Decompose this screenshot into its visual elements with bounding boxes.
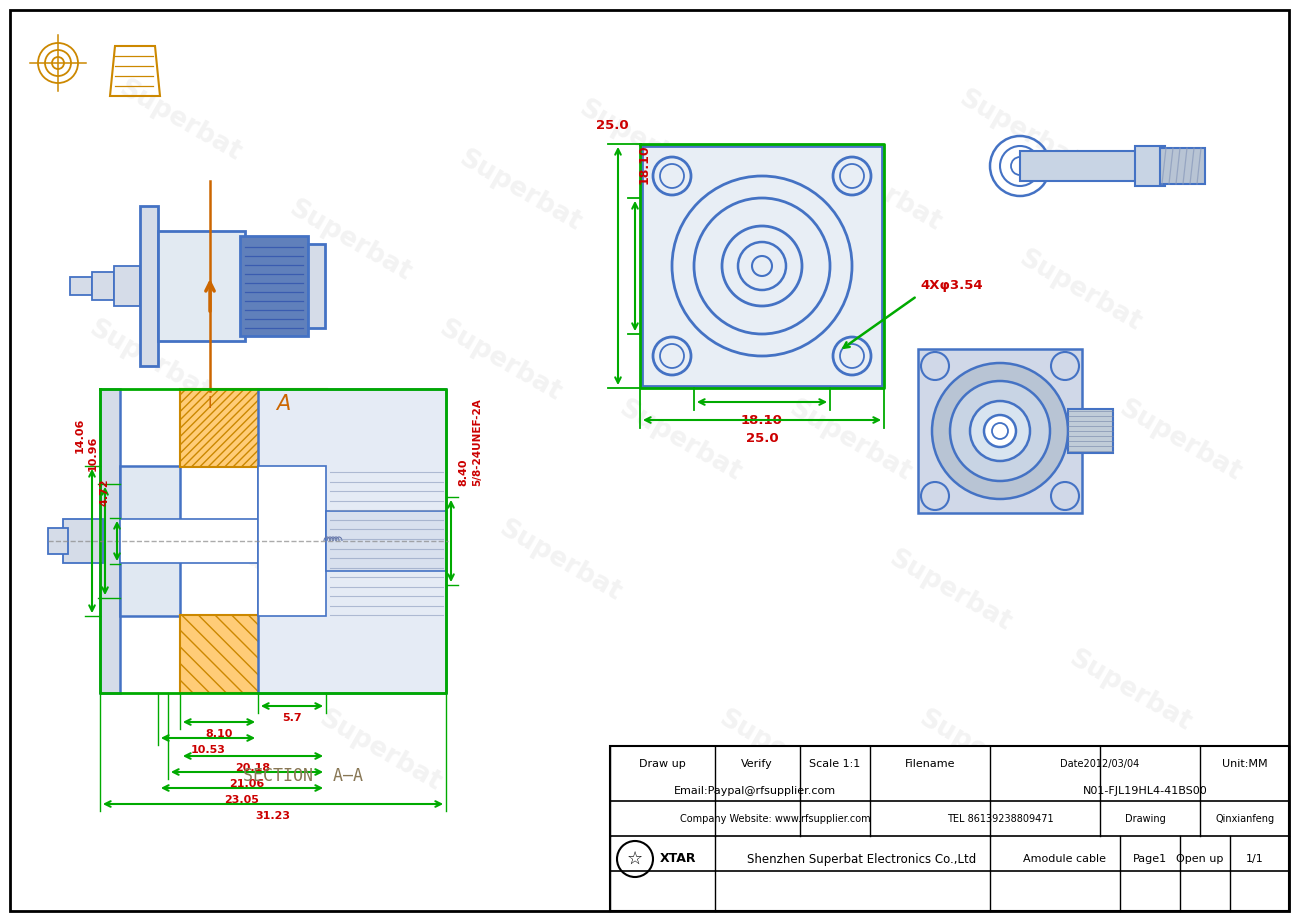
Text: 10.53: 10.53 — [191, 745, 226, 755]
Bar — [140, 206, 158, 366]
Text: 1/1: 1/1 — [1246, 854, 1264, 864]
Bar — [120, 466, 181, 616]
Circle shape — [985, 415, 1016, 447]
Text: Qinxianfeng: Qinxianfeng — [1216, 814, 1274, 824]
Bar — [158, 231, 246, 341]
Text: Superbat: Superbat — [955, 86, 1086, 177]
Text: 25.0: 25.0 — [746, 432, 778, 445]
Text: Company Website: www.rfsupplier.com: Company Website: www.rfsupplier.com — [679, 814, 870, 824]
Text: 18.10: 18.10 — [740, 414, 783, 427]
Text: A: A — [275, 394, 290, 414]
Bar — [1068, 409, 1113, 453]
Text: Superbat: Superbat — [714, 705, 846, 797]
Text: 10.96: 10.96 — [88, 436, 97, 471]
Circle shape — [970, 401, 1030, 461]
Bar — [1135, 146, 1165, 186]
Bar — [100, 389, 120, 693]
Text: Superbat: Superbat — [494, 516, 626, 606]
Text: SECTION  A–A: SECTION A–A — [243, 767, 362, 785]
Text: Shenzhen Superbat Electronics Co.,Ltd: Shenzhen Superbat Electronics Co.,Ltd — [747, 853, 977, 866]
Bar — [240, 236, 308, 336]
Text: Scale 1:1: Scale 1:1 — [809, 759, 861, 769]
Circle shape — [931, 363, 1068, 499]
Text: Filename: Filename — [904, 759, 955, 769]
Text: Open up: Open up — [1177, 854, 1224, 864]
Bar — [642, 146, 882, 386]
Bar — [48, 528, 68, 554]
Text: ☆: ☆ — [627, 850, 643, 868]
Text: Superbat: Superbat — [1115, 395, 1246, 486]
Text: 5.7: 5.7 — [282, 713, 301, 723]
Text: TEL 86139238809471: TEL 86139238809471 — [947, 814, 1053, 824]
Text: XTAR: XTAR — [660, 853, 696, 866]
Text: Superbat: Superbat — [455, 146, 586, 237]
Bar — [62, 519, 103, 563]
Bar — [92, 272, 114, 300]
Bar — [308, 244, 325, 328]
Text: Unit:MM: Unit:MM — [1222, 759, 1268, 769]
Text: Superbat: Superbat — [655, 226, 786, 317]
Bar — [326, 511, 446, 571]
Text: 18.10: 18.10 — [638, 145, 651, 184]
Text: Superbat: Superbat — [225, 535, 356, 626]
Circle shape — [950, 381, 1050, 481]
Text: Superbat: Superbat — [914, 705, 1046, 797]
Text: 4.72: 4.72 — [100, 478, 110, 506]
Text: Superbat: Superbat — [84, 316, 216, 406]
Bar — [918, 349, 1082, 513]
Text: Superbat: Superbat — [284, 195, 416, 286]
Text: Amodule cable: Amodule cable — [1024, 854, 1107, 864]
Text: Email:Paypal@rfsupplier.com: Email:Paypal@rfsupplier.com — [674, 786, 837, 796]
Bar — [70, 277, 92, 295]
Text: Superbat: Superbat — [885, 545, 1016, 636]
Bar — [259, 466, 326, 616]
Text: Superbat: Superbat — [785, 395, 916, 486]
Text: Draw up: Draw up — [639, 759, 686, 769]
Text: Superbat: Superbat — [114, 76, 246, 167]
Bar — [1160, 148, 1205, 184]
Bar — [1020, 151, 1144, 181]
Text: Date2012/03/04: Date2012/03/04 — [1060, 759, 1139, 769]
Text: 21.06: 21.06 — [230, 779, 265, 789]
Bar — [259, 389, 446, 693]
Text: 4Xφ3.54: 4Xφ3.54 — [920, 279, 982, 292]
Text: N01-FJL19HL4-41BS00: N01-FJL19HL4-41BS00 — [1082, 786, 1207, 796]
Text: 23.05: 23.05 — [225, 795, 260, 805]
Bar — [611, 746, 1289, 911]
Text: 8.10: 8.10 — [205, 729, 233, 739]
Polygon shape — [181, 389, 329, 467]
Text: Superbat: Superbat — [314, 705, 446, 797]
Text: Superbat: Superbat — [614, 395, 746, 486]
Polygon shape — [181, 615, 329, 693]
Text: I: I — [208, 397, 212, 412]
Text: Superbat: Superbat — [1064, 646, 1196, 737]
Text: Superbat: Superbat — [1015, 246, 1146, 336]
Text: Superbat: Superbat — [574, 96, 705, 186]
Text: Superbat: Superbat — [434, 316, 566, 406]
Text: 31.23: 31.23 — [256, 811, 291, 821]
Text: 20.18: 20.18 — [235, 763, 270, 773]
Text: 25.0: 25.0 — [596, 119, 629, 132]
Bar — [114, 266, 140, 306]
Text: 5/8-24UNEF-2A: 5/8-24UNEF-2A — [472, 398, 482, 486]
Text: Page1: Page1 — [1133, 854, 1167, 864]
Text: 14.06: 14.06 — [75, 417, 84, 453]
Bar — [120, 519, 265, 563]
Text: Drawing: Drawing — [1125, 814, 1165, 824]
Text: 8.40: 8.40 — [459, 459, 468, 486]
Text: Superbat: Superbat — [814, 146, 946, 237]
Text: Verify: Verify — [742, 759, 773, 769]
